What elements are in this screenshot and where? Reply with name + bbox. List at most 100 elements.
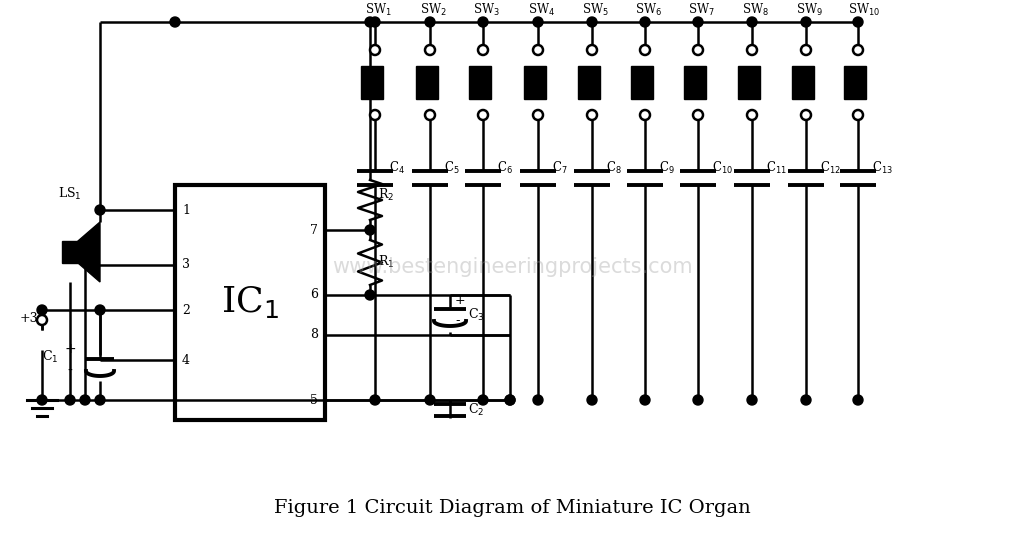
Circle shape <box>587 110 597 120</box>
Circle shape <box>95 205 105 215</box>
Circle shape <box>478 110 488 120</box>
Circle shape <box>505 395 515 405</box>
Circle shape <box>746 395 757 405</box>
Text: 7: 7 <box>310 224 318 237</box>
Circle shape <box>370 17 380 27</box>
Circle shape <box>534 395 543 405</box>
Circle shape <box>365 290 375 300</box>
Circle shape <box>365 225 375 235</box>
Circle shape <box>801 110 811 120</box>
Circle shape <box>534 17 543 27</box>
Circle shape <box>478 45 488 55</box>
Text: -: - <box>455 315 460 327</box>
Text: Figure 1 Circuit Diagram of Miniature IC Organ: Figure 1 Circuit Diagram of Miniature IC… <box>273 499 751 517</box>
Circle shape <box>801 17 811 27</box>
Text: C$_{13}$: C$_{13}$ <box>872 160 893 176</box>
Circle shape <box>65 395 75 405</box>
Text: C$_9$: C$_9$ <box>659 160 675 176</box>
Circle shape <box>587 17 597 27</box>
Circle shape <box>37 395 47 405</box>
Circle shape <box>640 45 650 55</box>
Circle shape <box>425 45 435 55</box>
Circle shape <box>534 110 543 120</box>
Circle shape <box>587 45 597 55</box>
Polygon shape <box>844 66 866 99</box>
Text: R$_1$: R$_1$ <box>378 254 394 270</box>
Circle shape <box>478 17 488 27</box>
Circle shape <box>37 315 47 325</box>
Circle shape <box>37 305 47 315</box>
Circle shape <box>693 17 703 27</box>
Circle shape <box>746 110 757 120</box>
Circle shape <box>853 17 863 27</box>
Text: SW$_{10}$: SW$_{10}$ <box>848 2 880 18</box>
Circle shape <box>425 17 435 27</box>
Circle shape <box>95 395 105 405</box>
Text: IC$_1$: IC$_1$ <box>221 285 279 320</box>
Polygon shape <box>361 66 383 99</box>
Text: 1: 1 <box>182 203 190 216</box>
Text: SW$_9$: SW$_9$ <box>796 2 823 18</box>
Polygon shape <box>684 66 706 99</box>
Text: C$_{11}$: C$_{11}$ <box>766 160 786 176</box>
Circle shape <box>853 395 863 405</box>
Circle shape <box>640 395 650 405</box>
Text: C$_1$: C$_1$ <box>42 349 58 365</box>
Text: www.bestengineeringprojects.com: www.bestengineeringprojects.com <box>332 257 692 277</box>
Text: 3: 3 <box>182 258 190 271</box>
Text: SW$_1$: SW$_1$ <box>365 2 392 18</box>
Circle shape <box>425 110 435 120</box>
Text: C$_3$: C$_3$ <box>468 307 484 323</box>
Text: C$_6$: C$_6$ <box>497 160 513 176</box>
Circle shape <box>693 395 703 405</box>
Text: C$_{12}$: C$_{12}$ <box>820 160 841 176</box>
Bar <box>62 241 78 263</box>
Circle shape <box>640 110 650 120</box>
Text: -: - <box>68 364 73 378</box>
Text: R$_2$: R$_2$ <box>378 187 394 203</box>
Circle shape <box>170 17 180 27</box>
Circle shape <box>80 395 90 405</box>
Text: C$_2$: C$_2$ <box>468 402 484 418</box>
Text: LS$_1$: LS$_1$ <box>58 186 82 202</box>
Text: +3V: +3V <box>20 311 48 325</box>
Text: 5: 5 <box>310 394 318 406</box>
Text: SW$_2$: SW$_2$ <box>420 2 446 18</box>
Circle shape <box>746 17 757 27</box>
Polygon shape <box>78 222 100 282</box>
Circle shape <box>370 45 380 55</box>
Text: SW$_5$: SW$_5$ <box>582 2 608 18</box>
Text: C$_8$: C$_8$ <box>606 160 622 176</box>
Circle shape <box>370 110 380 120</box>
Circle shape <box>534 45 543 55</box>
Circle shape <box>95 305 105 315</box>
Text: SW$_7$: SW$_7$ <box>688 2 715 18</box>
Text: SW$_6$: SW$_6$ <box>635 2 662 18</box>
Circle shape <box>746 45 757 55</box>
Polygon shape <box>416 66 438 99</box>
Circle shape <box>693 45 703 55</box>
Circle shape <box>853 45 863 55</box>
Circle shape <box>505 395 515 405</box>
Circle shape <box>801 45 811 55</box>
Text: C$_5$: C$_5$ <box>444 160 460 176</box>
Circle shape <box>693 110 703 120</box>
Circle shape <box>425 395 435 405</box>
Circle shape <box>801 395 811 405</box>
Bar <box>175 185 325 420</box>
Text: SW$_3$: SW$_3$ <box>473 2 500 18</box>
Circle shape <box>853 110 863 120</box>
Circle shape <box>365 17 375 27</box>
Text: SW$_4$: SW$_4$ <box>528 2 555 18</box>
Text: C$_{10}$: C$_{10}$ <box>712 160 733 176</box>
Polygon shape <box>792 66 814 99</box>
Polygon shape <box>738 66 760 99</box>
Polygon shape <box>578 66 600 99</box>
Polygon shape <box>631 66 653 99</box>
Text: 2: 2 <box>182 303 189 317</box>
Text: C$_4$: C$_4$ <box>389 160 404 176</box>
Text: +: + <box>65 342 76 356</box>
Text: 4: 4 <box>182 354 190 366</box>
Polygon shape <box>469 66 490 99</box>
Text: C$_7$: C$_7$ <box>552 160 567 176</box>
